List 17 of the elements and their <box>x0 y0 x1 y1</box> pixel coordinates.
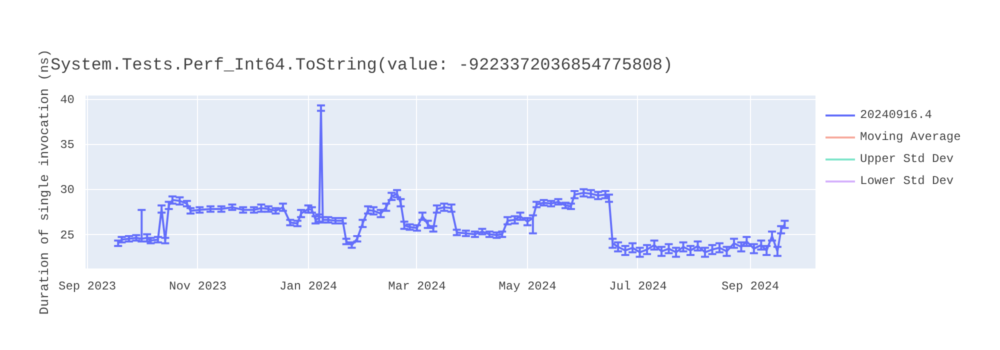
x-tick-label: May 2024 <box>498 280 556 294</box>
legend-label: Moving Average <box>860 130 961 144</box>
x-tick-label: Sep 2024 <box>721 280 780 294</box>
legend-label: Lower Std Dev <box>860 174 954 188</box>
x-tick-label: Nov 2023 <box>169 280 227 294</box>
y-tick-label: 25 <box>60 228 75 242</box>
x-tick-label: Jul 2024 <box>609 280 667 294</box>
x-tick-label: Mar 2024 <box>388 280 446 294</box>
y-tick-label: 30 <box>60 183 75 198</box>
y-axis-title: Duration of single invocation (ns) <box>37 49 52 315</box>
y-tick-label: 35 <box>60 138 75 152</box>
x-tick-label: Jan 2024 <box>280 280 338 294</box>
x-tick-label: Sep 2023 <box>58 280 116 294</box>
chart-title: System.Tests.Perf_Int64.ToString(value: -9223372036854775808) <box>50 56 673 76</box>
legend-label: Upper Std Dev <box>860 152 954 166</box>
legend-label: 20240916.4 <box>860 108 932 122</box>
y-tick-label: 40 <box>60 93 75 108</box>
